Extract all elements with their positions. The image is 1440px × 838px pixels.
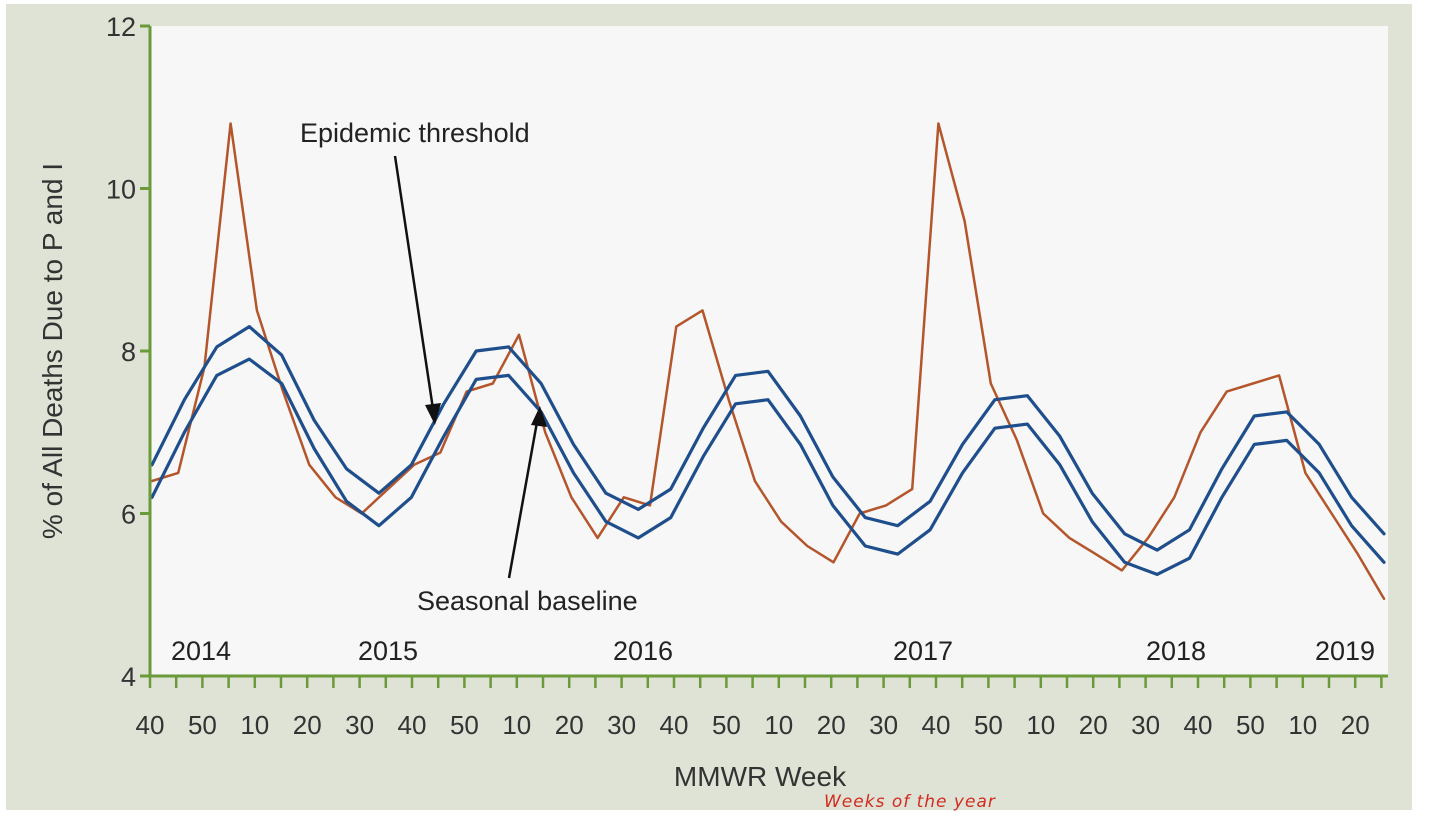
year-label: 2015 bbox=[358, 636, 418, 666]
y-tick-label: 10 bbox=[106, 175, 136, 205]
x-axis-label: MMWR Week bbox=[674, 761, 847, 792]
x-tick-label: 50 bbox=[712, 710, 741, 740]
x-tick-label: 40 bbox=[660, 710, 689, 740]
x-tick-label: 10 bbox=[502, 710, 531, 740]
x-tick-label: 10 bbox=[240, 710, 269, 740]
handwritten-note: Weeks of the year bbox=[824, 792, 996, 812]
baseline-arrow-line bbox=[507, 421, 539, 579]
x-tick-label: 30 bbox=[1131, 710, 1160, 740]
annotation-epidemic-threshold: Epidemic threshold bbox=[300, 118, 530, 148]
x-tick-label: 40 bbox=[398, 710, 427, 740]
baseline-arrow-head bbox=[531, 406, 547, 427]
series-epidemic-threshold-line bbox=[150, 325, 1386, 552]
y-axis-label: % of All Deaths Due to P and I bbox=[37, 163, 68, 539]
x-tick-label: 10 bbox=[764, 710, 793, 740]
x-tick-label: 50 bbox=[188, 710, 217, 740]
x-tick-label: 20 bbox=[1341, 710, 1370, 740]
x-tick-label: 10 bbox=[1026, 710, 1055, 740]
x-tick-label: 50 bbox=[1236, 710, 1265, 740]
threshold-arrow-line bbox=[393, 155, 435, 410]
x-tick-label: 20 bbox=[1079, 710, 1108, 740]
y-tick-label: 8 bbox=[121, 337, 136, 367]
year-label: 2019 bbox=[1315, 636, 1375, 666]
x-tick-label: 30 bbox=[345, 710, 374, 740]
x-tick-label: 10 bbox=[1288, 710, 1317, 740]
x-tick-label: 50 bbox=[450, 710, 479, 740]
series-seasonal-baseline-line bbox=[150, 357, 1386, 576]
year-label: 2018 bbox=[1146, 636, 1206, 666]
threshold-arrow-head bbox=[425, 403, 441, 425]
plot-area bbox=[150, 26, 1388, 676]
year-label: 2017 bbox=[893, 636, 953, 666]
chart-frame: 4 6 8 10 12 40 50 10 20 30 40 50 10 20 30 40 50 10 20 30 40… bbox=[6, 4, 1412, 812]
x-tick-label: 40 bbox=[1184, 710, 1213, 740]
x-tick-label: 20 bbox=[817, 710, 846, 740]
y-tick-label: 12 bbox=[106, 12, 136, 42]
x-tick-label: 20 bbox=[555, 710, 584, 740]
x-tick-label: 20 bbox=[293, 710, 322, 740]
annotation-seasonal-baseline: Seasonal baseline bbox=[417, 586, 638, 616]
chart-svg: 4 6 8 10 12 40 50 10 20 30 40 50 10 20 30 40 50 10 20 30 40… bbox=[37, 12, 1388, 792]
x-tick-label: 50 bbox=[974, 710, 1003, 740]
y-tick-label: 6 bbox=[121, 500, 136, 530]
y-tick-label: 4 bbox=[121, 662, 136, 692]
year-label: 2014 bbox=[171, 636, 231, 666]
x-tick-label: 40 bbox=[922, 710, 951, 740]
year-label: 2016 bbox=[613, 636, 673, 666]
x-tick-label: 40 bbox=[136, 710, 165, 740]
x-tick-label: 30 bbox=[607, 710, 636, 740]
x-tick-label: 30 bbox=[869, 710, 898, 740]
